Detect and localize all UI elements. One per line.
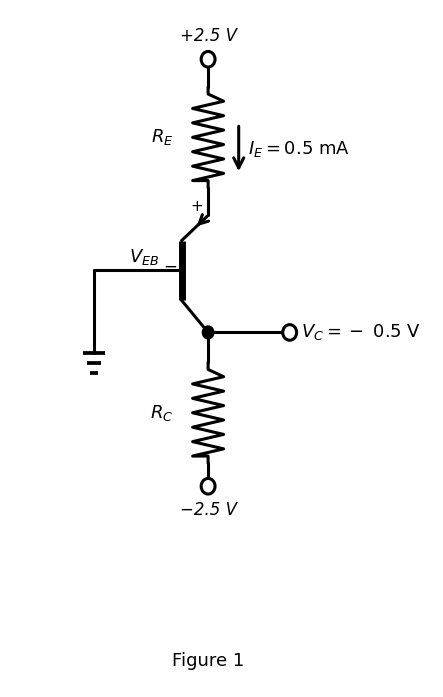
Circle shape	[201, 478, 215, 494]
Text: $V_C =-\ 0.5$ V: $V_C =-\ 0.5$ V	[301, 323, 421, 342]
Text: +: +	[190, 199, 203, 215]
Text: +2.5 V: +2.5 V	[179, 26, 237, 45]
Circle shape	[201, 52, 215, 67]
Text: −2.5 V: −2.5 V	[179, 501, 237, 519]
Text: −: −	[163, 258, 177, 276]
Text: $R_C$: $R_C$	[150, 403, 174, 423]
Circle shape	[283, 325, 297, 340]
Text: Figure 1: Figure 1	[172, 652, 244, 670]
Text: $V_{EB}$: $V_{EB}$	[129, 247, 159, 267]
Text: $R_E$: $R_E$	[151, 128, 174, 147]
Circle shape	[202, 326, 214, 339]
Text: $I_E = 0.5$ mA: $I_E = 0.5$ mA	[248, 139, 350, 159]
